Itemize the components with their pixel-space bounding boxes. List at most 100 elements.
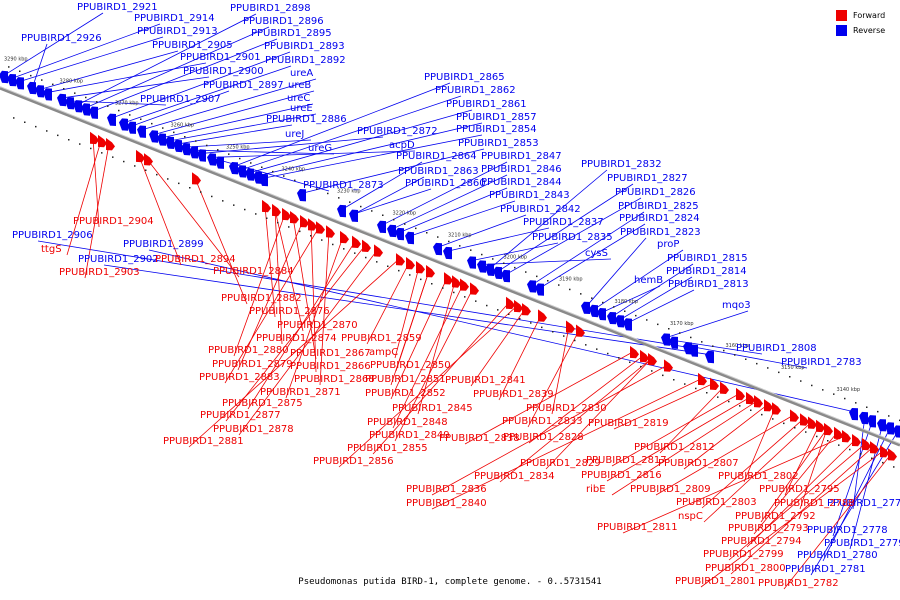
tick-dot xyxy=(602,301,604,304)
connector-line xyxy=(410,200,516,237)
tick-dot xyxy=(833,393,835,395)
forward-gene-label: PPUBIRD1_2793 xyxy=(728,523,809,534)
connector-line xyxy=(66,140,102,256)
connector-line xyxy=(612,263,694,317)
forward-gene xyxy=(416,261,425,274)
gene-features xyxy=(0,70,900,461)
connector-line xyxy=(212,150,416,158)
connector-line xyxy=(506,197,642,275)
forward-gene xyxy=(640,349,649,363)
reverse-gene xyxy=(589,304,598,318)
tick-dot xyxy=(288,226,290,228)
forward-gene-label: PPUBIRD1_2876 xyxy=(249,306,330,317)
tick-dot xyxy=(35,125,37,128)
forward-gene-label: PPUBIRD1_2878 xyxy=(213,424,294,435)
tick-dot xyxy=(107,105,109,107)
tick-dot xyxy=(888,415,890,417)
forward-gene-label: PPUBIRD1_2882 xyxy=(221,293,302,304)
tick-dot xyxy=(486,304,488,307)
connector-line xyxy=(753,432,838,535)
connector-line xyxy=(392,284,464,429)
connector-line xyxy=(285,236,344,399)
reverse-gene-label: PPUBIRD1_2892 xyxy=(265,55,346,66)
reverse-gene xyxy=(405,231,414,245)
connector-line xyxy=(392,174,508,230)
reverse-gene xyxy=(43,88,52,101)
reverse-gene xyxy=(615,315,624,328)
connector-line xyxy=(12,23,161,79)
connector-line xyxy=(743,408,776,483)
tick-dot xyxy=(261,166,263,168)
connector-line xyxy=(250,109,473,173)
reverse-gene xyxy=(127,121,136,134)
tick-dot xyxy=(767,367,769,369)
tick-dot xyxy=(338,197,340,199)
reverse-gene-label: PPUBIRD1_2860 xyxy=(405,178,486,189)
forward-gene-label: PPUBIRD1_2904 xyxy=(73,216,154,227)
tick-dot xyxy=(200,191,202,193)
backbone-ticks xyxy=(8,66,900,468)
tick-dot xyxy=(162,127,164,129)
forward-gene-label: PPUBIRD1_2866 xyxy=(290,361,371,372)
connector-line xyxy=(528,355,644,444)
tick-dot xyxy=(783,422,785,425)
forward-gene-label: PPUBIRD1_2836 xyxy=(406,484,487,495)
forward-gene-label: PPUBIRD1_2851 xyxy=(365,374,446,385)
connector-line xyxy=(162,103,314,138)
connector-line xyxy=(498,183,634,272)
connector-line xyxy=(354,188,432,214)
tick-dot xyxy=(497,309,499,311)
tick-dot xyxy=(343,248,345,250)
tick-dot xyxy=(283,175,285,177)
connector-line xyxy=(417,281,456,415)
reverse-gene xyxy=(581,301,590,314)
forward-gene xyxy=(808,416,817,429)
tick-dot xyxy=(475,300,477,302)
tick-dot xyxy=(453,291,455,294)
tick-dot xyxy=(178,182,180,185)
reverse-gene-label: PPUBIRD1_2777 xyxy=(827,498,900,509)
tick-dot xyxy=(849,448,851,451)
connector-line xyxy=(527,330,580,428)
tick-dot xyxy=(816,435,818,438)
tick-dot xyxy=(646,319,648,321)
tick-dot xyxy=(134,165,136,167)
tick-dot xyxy=(327,192,329,195)
forward-gene xyxy=(772,402,781,415)
reverse-swatch xyxy=(836,25,847,36)
reverse-gene xyxy=(81,103,90,116)
forward-gene xyxy=(888,448,897,461)
reverse-gene-label: PPUBIRD1_2895 xyxy=(251,28,332,39)
reverse-gene-label: PPUBIRD1_2779 xyxy=(824,538,900,549)
connector-line xyxy=(622,435,846,534)
reverse-gene-label: PPUBIRD1_2826 xyxy=(615,187,696,198)
connector-line xyxy=(40,50,179,90)
tick-dot xyxy=(558,284,560,286)
forward-gene xyxy=(842,430,851,443)
connector-line xyxy=(170,113,317,141)
tick-dot xyxy=(371,210,373,212)
forward-gene-label: PPUBIRD1_2877 xyxy=(200,410,281,421)
forward-gene-label: PPUBIRD1_2794 xyxy=(721,536,802,547)
forward-gene xyxy=(144,153,153,166)
tick-label: 3230 kbp xyxy=(337,189,361,195)
tick-dot xyxy=(734,354,736,356)
connector-line xyxy=(498,315,542,401)
reverse-gene-label: PPUBIRD1_2780 xyxy=(797,550,878,561)
tick-dot xyxy=(321,239,323,241)
forward-gene-label: PPUBIRD1_2894 xyxy=(155,254,236,265)
tick-dot xyxy=(189,187,191,189)
forward-gene-label: PPUBIRD1_2833 xyxy=(502,416,583,427)
tick-dot xyxy=(57,134,59,137)
reverse-gene-label: PPUBIRD1_2813 xyxy=(668,279,749,290)
tick-dot xyxy=(211,195,213,198)
connector-line xyxy=(112,51,291,118)
connector-line xyxy=(225,245,366,422)
forward-gene-label: PPUBIRD1_2859 xyxy=(341,333,422,344)
tick-dot xyxy=(536,275,538,278)
tick-dot xyxy=(519,317,521,320)
tick-dot xyxy=(437,236,439,238)
tick-dot xyxy=(195,140,197,142)
connector-line xyxy=(394,266,420,359)
connector-line xyxy=(540,223,646,288)
